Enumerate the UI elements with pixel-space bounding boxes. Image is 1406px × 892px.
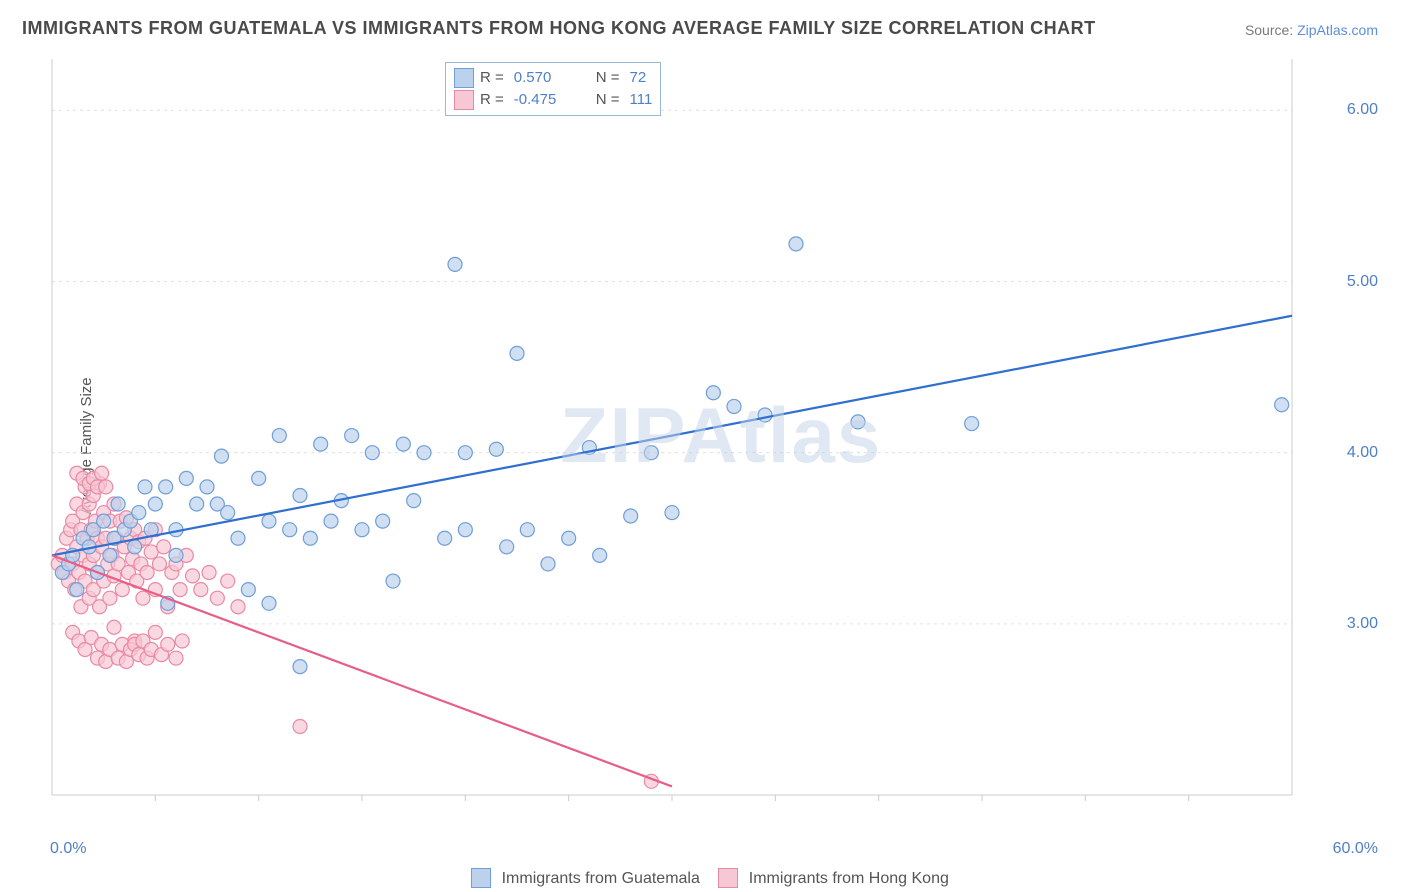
x-axis-min-label: 0.0%: [50, 840, 86, 858]
y-tick-label: 6.00: [1347, 101, 1378, 119]
legend-bottom-label-1: Immigrants from Guatemala: [502, 870, 700, 887]
plot-area: [48, 55, 1348, 825]
swatch-bottom-1: [471, 868, 491, 888]
legend-row-1: R = 0.570 N = 72: [454, 67, 652, 89]
legend-row-2: R = -0.475 N = 111: [454, 89, 652, 111]
swatch-series-2: [454, 90, 474, 110]
legend-stats-box: R = 0.570 N = 72 R = -0.475 N = 111: [445, 62, 661, 116]
r-label: R =: [480, 67, 504, 89]
source-credit: Source: ZipAtlas.com: [1245, 22, 1378, 38]
chart-title: IMMIGRANTS FROM GUATEMALA VS IMMIGRANTS …: [22, 18, 1096, 39]
n-value-2: 111: [630, 89, 653, 111]
y-tick-label: 4.00: [1347, 444, 1378, 462]
y-tick-label: 5.00: [1347, 273, 1378, 291]
x-axis-max-label: 60.0%: [1333, 840, 1378, 858]
r-label: R =: [480, 89, 504, 111]
r-value-1: 0.570: [514, 67, 572, 89]
n-label: N =: [596, 67, 620, 89]
n-label: N =: [596, 89, 620, 111]
legend-bottom-label-2: Immigrants from Hong Kong: [749, 870, 949, 887]
swatch-bottom-2: [718, 868, 738, 888]
scatter-svg: [48, 55, 1348, 825]
legend-bottom: Immigrants from Guatemala Immigrants fro…: [0, 868, 1406, 890]
source-link[interactable]: ZipAtlas.com: [1297, 22, 1378, 38]
source-prefix: Source:: [1245, 22, 1297, 38]
swatch-series-1: [454, 68, 474, 88]
n-value-1: 72: [630, 67, 647, 89]
y-tick-label: 3.00: [1347, 615, 1378, 633]
r-value-2: -0.475: [514, 89, 572, 111]
